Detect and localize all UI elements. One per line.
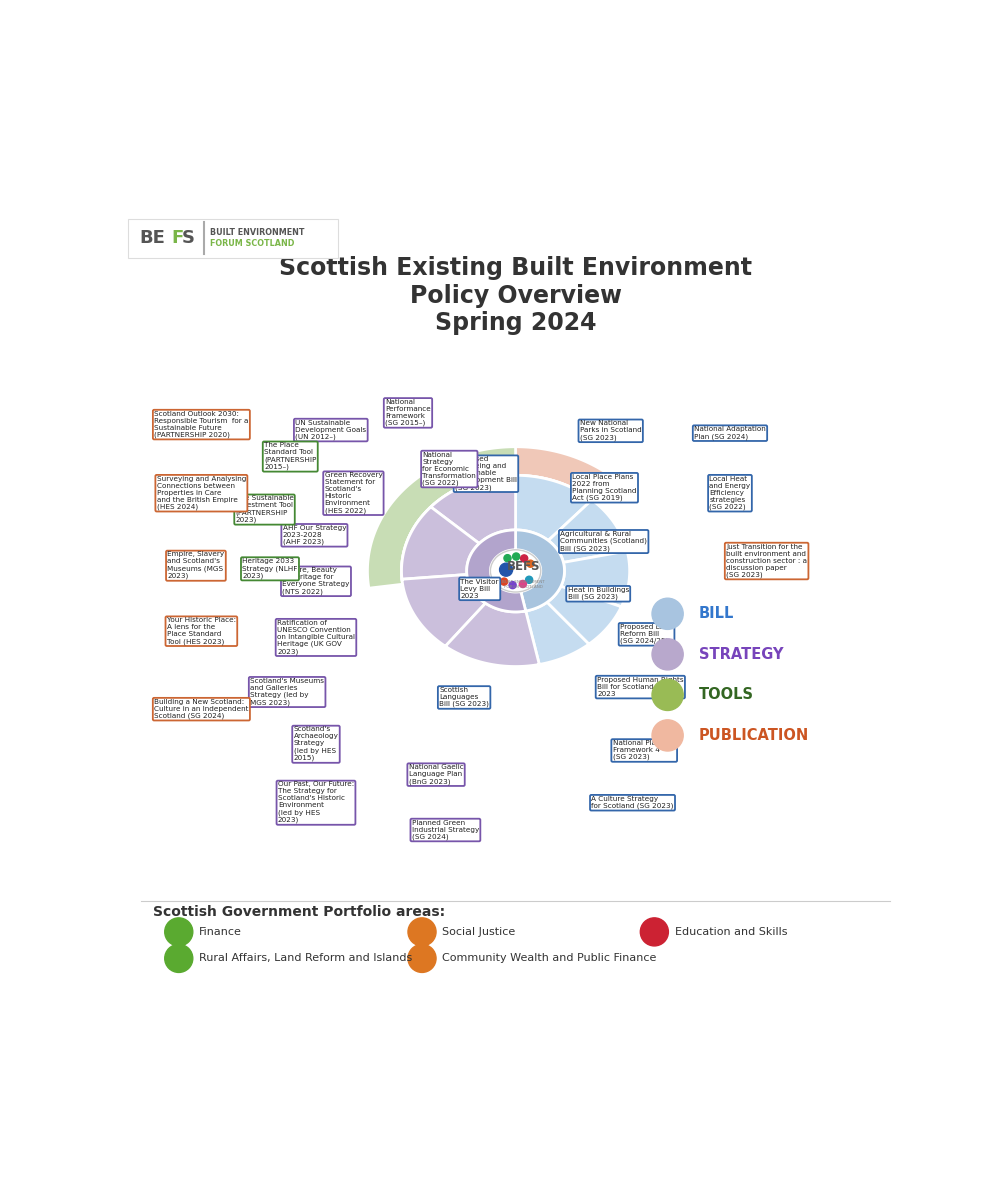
- Text: National Gaelic
Language Plan
(BnG 2023): National Gaelic Language Plan (BnG 2023): [408, 764, 464, 785]
- Circle shape: [652, 679, 683, 710]
- Text: Local Place Plans
2022 from
Planning Scotland
Act (SG 2019): Local Place Plans 2022 from Planning Sco…: [572, 474, 637, 502]
- Text: New National
Parks in Scotland
(SG 2023): New National Parks in Scotland (SG 2023): [579, 420, 642, 440]
- Text: Planned Green
Industrial Strategy
(SG 2024): Planned Green Industrial Strategy (SG 20…: [411, 820, 479, 840]
- Text: Social Justice: Social Justice: [443, 926, 515, 937]
- Text: BE: BE: [140, 229, 166, 247]
- Text: Policy Overview: Policy Overview: [409, 283, 622, 307]
- Text: Finance: Finance: [199, 926, 241, 937]
- Polygon shape: [547, 587, 622, 644]
- Text: BEFS: BEFS: [507, 559, 540, 572]
- Polygon shape: [367, 446, 515, 588]
- Text: A Culture Strategy
for Scotland (SG 2023): A Culture Strategy for Scotland (SG 2023…: [592, 796, 674, 809]
- Circle shape: [165, 918, 193, 946]
- Text: BUILT ENVIRONMENT: BUILT ENVIRONMENT: [210, 228, 305, 238]
- Polygon shape: [515, 475, 592, 540]
- Text: Green Recovery
Statement for
Scotland's
Historic
Environment
(HES 2022): Green Recovery Statement for Scotland's …: [325, 473, 382, 514]
- Text: Scotland's Museums
and Galleries
Strategy (led by
MGS 2023): Scotland's Museums and Galleries Strateg…: [250, 678, 324, 706]
- Text: UN Sustainable
Development Goals
(UN 2012–): UN Sustainable Development Goals (UN 201…: [295, 420, 366, 440]
- Text: Building a New Scotland:
Culture in an Independent
Scotland (SG 2024): Building a New Scotland: Culture in an I…: [154, 698, 248, 719]
- Text: Proposed Human Rights
Bill for Scotland
2023: Proposed Human Rights Bill for Scotland …: [597, 677, 684, 697]
- Circle shape: [408, 944, 436, 972]
- Polygon shape: [515, 475, 630, 665]
- Circle shape: [527, 560, 534, 568]
- Circle shape: [500, 563, 513, 576]
- Polygon shape: [401, 506, 479, 580]
- Polygon shape: [401, 475, 539, 666]
- Text: Agricultural & Rural
Communities (Scotland)
Bill (SG 2023): Agricultural & Rural Communities (Scotla…: [560, 530, 647, 552]
- Circle shape: [501, 578, 508, 586]
- Text: National Adaptation
Plan (SG 2024): National Adaptation Plan (SG 2024): [694, 426, 766, 439]
- Text: S: S: [182, 229, 195, 247]
- Text: Proposed
Wellbeing and
Sustainable
Development Bill
(SG 2023): Proposed Wellbeing and Sustainable Devel…: [455, 456, 517, 491]
- Circle shape: [521, 554, 528, 562]
- Circle shape: [513, 553, 520, 560]
- Circle shape: [504, 554, 511, 562]
- Text: Spring 2024: Spring 2024: [435, 311, 597, 335]
- Circle shape: [652, 720, 683, 751]
- Polygon shape: [446, 604, 539, 666]
- Text: Education and Skills: Education and Skills: [675, 926, 787, 937]
- Circle shape: [519, 581, 526, 588]
- Circle shape: [525, 576, 532, 583]
- Text: Just Transition for the
built environment and
construction sector : a
discussion: Just Transition for the built environmen…: [726, 544, 807, 578]
- Text: The Sustainable
Investment Tool
(PARTNERSHIP
2023): The Sustainable Investment Tool (PARTNER…: [235, 496, 294, 523]
- Text: Your Historic Place:
A lens for the
Place Standard
Tool (HES 2023): Your Historic Place: A lens for the Plac…: [167, 617, 236, 644]
- Text: National Planning
Framework 4
(SG 2023): National Planning Framework 4 (SG 2023): [613, 740, 676, 761]
- FancyBboxPatch shape: [128, 218, 338, 258]
- Text: Scottish
Languages
Bill (SG 2023): Scottish Languages Bill (SG 2023): [440, 686, 489, 708]
- Circle shape: [408, 918, 436, 946]
- Text: STRATEGY: STRATEGY: [699, 647, 784, 662]
- Text: National
Strategy
for Economic
Transformation
(SG 2022): National Strategy for Economic Transform…: [423, 451, 476, 486]
- Polygon shape: [467, 530, 526, 612]
- Polygon shape: [431, 475, 515, 544]
- Text: Scotland Outlook 2030:
Responsible Tourism  for a
Sustainable Future
(PARTNERSHI: Scotland Outlook 2030: Responsible Touri…: [154, 410, 248, 438]
- Polygon shape: [453, 446, 615, 500]
- Text: Heat in Buildings
Bill (SG 2023): Heat in Buildings Bill (SG 2023): [567, 587, 629, 600]
- Text: Community Wealth and Public Finance: Community Wealth and Public Finance: [443, 954, 657, 964]
- Polygon shape: [548, 500, 627, 563]
- Circle shape: [509, 582, 516, 589]
- Text: Surveying and Analysing
Connections between
Properties in Care
and the British E: Surveying and Analysing Connections betw…: [157, 475, 246, 510]
- Polygon shape: [561, 551, 630, 607]
- Text: AHF Our Strategy
2023-2028
(AHF 2023): AHF Our Strategy 2023-2028 (AHF 2023): [283, 524, 346, 545]
- Text: Empire, Slavery
and Scotland's
Museums (MGS
2023): Empire, Slavery and Scotland's Museums (…: [167, 552, 224, 580]
- Text: Nature, Beauty
& Heritage for
Everyone Strategy
(NTS 2022): Nature, Beauty & Heritage for Everyone S…: [283, 568, 350, 595]
- Text: The Visitor
Levy Bill
2023: The Visitor Levy Bill 2023: [461, 578, 499, 599]
- Text: Proposed Land
Reform Bill
(SG 2024/25): Proposed Land Reform Bill (SG 2024/25): [620, 624, 673, 644]
- Text: Local Heat
and Energy
Efficiency
strategies
(SG 2022): Local Heat and Energy Efficiency strateg…: [709, 475, 750, 510]
- Text: F: F: [171, 229, 183, 247]
- Polygon shape: [515, 530, 564, 611]
- Text: Scottish Existing Built Environment: Scottish Existing Built Environment: [279, 257, 752, 281]
- Text: Our Past, Our Future:
The Strategy for
Scotland's Historic
Environment
(led by H: Our Past, Our Future: The Strategy for S…: [278, 781, 354, 823]
- Circle shape: [165, 944, 193, 972]
- Text: FORUM SCOTLAND: FORUM SCOTLAND: [210, 239, 295, 248]
- Text: National
Performance
Framework
(SG 2015–): National Performance Framework (SG 2015–…: [385, 398, 431, 426]
- Text: Ratification of
UNESCO Convention
on Intangible Cultural
Heritage (UK GOV
2023): Ratification of UNESCO Convention on Int…: [277, 619, 355, 655]
- Text: Rural Affairs, Land Reform and Islands: Rural Affairs, Land Reform and Islands: [199, 954, 412, 964]
- Text: BUILT ENVIRONMENT
FORUM SCOTLAND: BUILT ENVIRONMENT FORUM SCOTLAND: [502, 581, 544, 589]
- Text: Heritage 2033
Strategy (NLHF
2023): Heritage 2033 Strategy (NLHF 2023): [242, 558, 298, 580]
- Text: The Place
Standard Tool
(PARTNERSHIP
2015–): The Place Standard Tool (PARTNERSHIP 201…: [264, 443, 317, 470]
- Ellipse shape: [490, 550, 541, 592]
- Polygon shape: [402, 575, 486, 647]
- Text: PUBLICATION: PUBLICATION: [699, 728, 809, 743]
- Circle shape: [652, 638, 683, 670]
- Text: Scotland's
Archaeology
Strategy
(led by HES
2015): Scotland's Archaeology Strategy (led by …: [294, 726, 338, 762]
- Circle shape: [652, 599, 683, 629]
- Circle shape: [640, 918, 668, 946]
- Polygon shape: [526, 602, 589, 665]
- Text: TOOLS: TOOLS: [699, 688, 753, 702]
- Text: BILL: BILL: [699, 606, 734, 622]
- Text: Scottish Government Portfolio areas:: Scottish Government Portfolio areas:: [153, 905, 446, 919]
